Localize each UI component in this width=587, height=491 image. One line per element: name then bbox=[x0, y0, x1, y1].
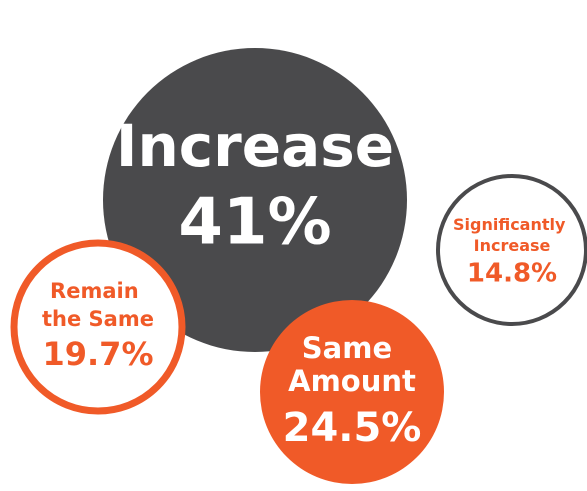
bubble bbox=[103, 48, 407, 352]
bubble-label: Same Amount bbox=[288, 331, 416, 398]
bubble-value: 19.7% bbox=[42, 335, 153, 373]
bubble-label: Remain the Same bbox=[42, 279, 154, 331]
bubble bbox=[10, 239, 186, 415]
bubble bbox=[436, 174, 587, 326]
bubble bbox=[260, 300, 444, 484]
bubble-label: Significantly Increase bbox=[453, 215, 571, 255]
bubble-value: 14.8% bbox=[467, 259, 557, 289]
bubble-value: 24.5% bbox=[283, 405, 422, 451]
bubble-value: 41% bbox=[178, 186, 331, 260]
bubble-label: Increase bbox=[116, 112, 394, 180]
